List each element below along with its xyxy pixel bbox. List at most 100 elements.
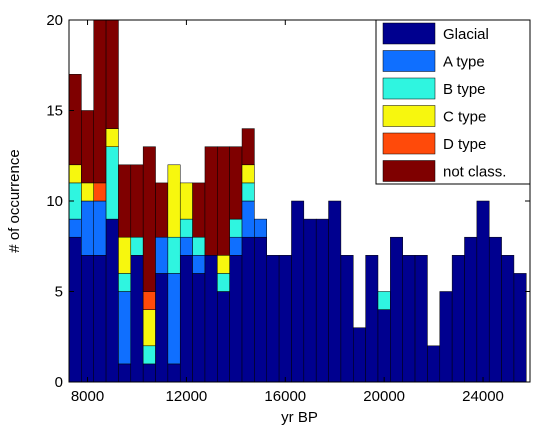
bar-segment	[476, 200, 490, 383]
bar-segment	[217, 146, 230, 256]
bar-segment	[179, 236, 193, 256]
bar-segment	[118, 236, 132, 274]
bar-segment	[266, 255, 280, 383]
bar-segment	[93, 182, 107, 202]
x-tick-label: 16000	[264, 388, 306, 405]
bar-segment	[81, 200, 94, 256]
legend: Glacial A type B type C type D type not class…	[375, 19, 531, 185]
y-tick-label: 5	[55, 284, 63, 301]
bar-segment	[118, 164, 132, 238]
x-tick-label: 24000	[462, 388, 504, 405]
legend-label: D type	[443, 136, 486, 153]
bar-segment	[192, 273, 206, 383]
bar-segment	[464, 236, 478, 383]
bar-segment	[241, 236, 255, 383]
bar-segment	[142, 345, 156, 365]
bar-segment	[142, 309, 156, 347]
bar-segment	[68, 164, 82, 184]
legend-swatch	[382, 77, 436, 100]
bar-segment	[328, 200, 342, 383]
bar-segment	[105, 218, 119, 383]
legend-label: not class.	[443, 164, 506, 181]
bar-segment	[105, 128, 119, 147]
bar-segment	[488, 236, 502, 383]
bar-segment	[93, 19, 107, 184]
bar-segment	[81, 182, 94, 202]
bar-segment	[254, 236, 267, 383]
bar-segment	[229, 255, 243, 383]
bar-segment	[167, 164, 181, 238]
legend-label: A type	[443, 54, 485, 71]
bar-segment	[155, 182, 169, 238]
legend-label: B type	[443, 81, 486, 98]
bar-segment	[179, 218, 193, 238]
bar-segment	[390, 236, 403, 383]
y-tick-label: 15	[46, 103, 63, 120]
y-tick-label: 0	[55, 374, 63, 391]
legend-swatch	[382, 50, 436, 72]
bar-segment	[241, 182, 255, 202]
y-axis-label: # of occurrence	[6, 149, 23, 252]
bar-segment	[204, 146, 218, 256]
y-tick-label: 20	[46, 12, 63, 29]
legend-label: Glacial	[443, 26, 489, 43]
bar-segment	[241, 128, 255, 166]
bar-segment	[167, 363, 181, 383]
legend-swatch	[382, 22, 436, 45]
bar-segment	[340, 255, 354, 383]
bar-segment	[81, 110, 94, 184]
bar-segment	[179, 255, 193, 383]
bar-segment	[130, 164, 144, 238]
bar-segment	[118, 291, 132, 365]
legend-label: C type	[443, 109, 486, 126]
bar-segment	[402, 255, 416, 383]
bar-segment	[353, 327, 366, 383]
bar-segment	[179, 182, 193, 220]
legend-swatch	[382, 160, 436, 182]
bar-segment	[513, 273, 527, 383]
bar-segment	[68, 74, 82, 166]
bar-segment	[229, 218, 243, 238]
x-tick-label: 20000	[363, 388, 405, 405]
bar-segment	[204, 255, 218, 383]
bar-segment	[81, 255, 94, 383]
bar-segment	[241, 200, 255, 238]
x-tick-label: 12000	[166, 388, 208, 405]
x-tick-label: 8000	[71, 388, 104, 405]
bar-segment	[93, 200, 107, 256]
bar-segment	[155, 236, 169, 274]
bar-segment	[377, 291, 391, 310]
x-axis-label: yr BP	[281, 409, 318, 426]
bar-segment	[68, 236, 82, 383]
bar-segment	[118, 273, 132, 292]
bar-segment	[365, 255, 379, 383]
bar-segment	[192, 255, 206, 274]
bar-segment	[217, 273, 230, 292]
bar-segment	[254, 218, 267, 238]
y-tick-label: 10	[46, 193, 63, 210]
bar-segment	[217, 291, 230, 383]
bar-segment	[414, 255, 428, 383]
legend-swatch	[382, 132, 436, 155]
bar-segment	[130, 236, 144, 256]
bar-segment	[315, 218, 329, 383]
bar-segment	[278, 255, 292, 383]
plot-frame	[68, 19, 531, 383]
bar-segment	[217, 255, 230, 274]
legend-box	[375, 19, 531, 185]
bar-segment	[105, 19, 119, 129]
bar-segment	[229, 236, 243, 256]
legend-swatch	[382, 105, 436, 127]
bar-segment	[142, 146, 156, 292]
bar-segment	[167, 236, 181, 274]
bar-segment	[303, 218, 317, 383]
bar-segment	[192, 182, 206, 238]
ticks-group: 8000 12000 16000 20000 24000 0 5 10 15 20	[46, 12, 530, 405]
bar-segment	[192, 236, 206, 256]
bar-segment	[451, 255, 465, 383]
bar-segment	[167, 273, 181, 365]
bar-segment	[155, 273, 169, 383]
bar-segment	[377, 309, 391, 383]
bar-segment	[501, 255, 515, 383]
